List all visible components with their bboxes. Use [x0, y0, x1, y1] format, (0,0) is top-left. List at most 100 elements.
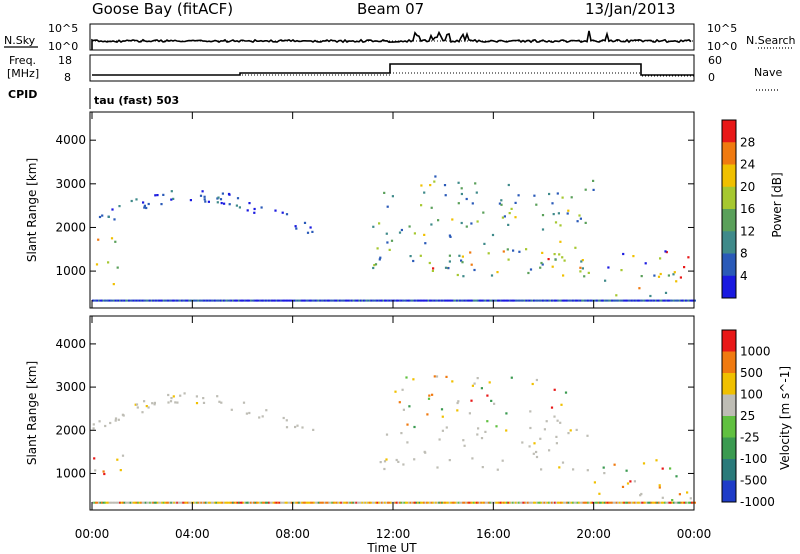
- velocity-scatter-cell: [158, 501, 161, 504]
- velocity-scatter-cell: [636, 501, 639, 504]
- velocity-scatter-cell: [608, 501, 611, 504]
- velocity-scatter-cell: [596, 501, 599, 504]
- velocity-scatter-cell: [623, 501, 626, 504]
- velocity-scatter-cell: [484, 430, 487, 433]
- power-scatter-cell: [383, 191, 386, 194]
- power-colorbar-swatch: [722, 231, 736, 254]
- power-scatter-cell: [523, 299, 526, 302]
- velocity-scatter-cell: [576, 501, 579, 504]
- velocity-scatter-cell: [257, 501, 260, 504]
- velocity-scatter-cell: [481, 501, 484, 504]
- velocity-scatter-cell: [400, 501, 403, 504]
- power-scatter-cell: [274, 299, 277, 302]
- power-scatter-cell: [507, 258, 510, 261]
- power-scatter-cell: [557, 212, 560, 215]
- velocity-scatter-cell: [426, 501, 429, 504]
- power-scatter-cell: [185, 299, 188, 302]
- velocity-scatter-cell: [98, 420, 101, 423]
- power-scatter-cell: [603, 299, 606, 302]
- velocity-scatter-cell: [426, 413, 429, 416]
- power-scatter-cell: [320, 299, 323, 302]
- velocity-scatter-cell: [535, 378, 538, 382]
- velocity-scatter-cell: [183, 392, 186, 395]
- power-scatter-cell: [116, 299, 119, 302]
- power-scatter-cell: [135, 198, 138, 201]
- power-scatter-cell: [512, 249, 515, 252]
- power-scatter-cell: [223, 202, 226, 205]
- velocity-scatter-cell: [282, 416, 285, 420]
- power-scatter-cell: [566, 299, 569, 302]
- velocity-scatter-cell: [657, 501, 660, 504]
- noise-tick-top-left: 10^5: [48, 22, 78, 35]
- power-scatter-cell: [374, 263, 378, 266]
- velocity-scatter-cell: [340, 501, 343, 504]
- velocity-scatter-cell: [235, 501, 237, 504]
- velocity-scatter-cell: [469, 501, 472, 504]
- velocity-scatter-cell: [624, 501, 627, 504]
- noise-sky-trace: [91, 30, 692, 50]
- power-scatter-cell: [503, 215, 506, 218]
- power-scatter-cell: [622, 252, 625, 256]
- power-colorbar-swatch: [722, 142, 736, 165]
- power-scatter-cell: [451, 218, 454, 221]
- velocity-scatter-cell: [618, 501, 621, 504]
- power-scatter-cell: [189, 299, 192, 302]
- velocity-scatter-cell: [548, 449, 551, 452]
- velocity-scatter-cell: [474, 501, 477, 504]
- power-scatter-cell: [219, 198, 223, 201]
- velocity-scatter-cell: [289, 501, 292, 504]
- power-scatter-cell: [238, 206, 241, 209]
- velocity-scatter-cell: [325, 501, 328, 504]
- power-scatter-cell: [373, 264, 376, 267]
- power-scatter-cell: [639, 299, 642, 302]
- power-scatter-cell: [386, 241, 389, 244]
- power-scatter-cell: [617, 299, 620, 302]
- velocity-scatter-cell: [430, 501, 433, 504]
- velocity-scatter-cell: [471, 501, 474, 504]
- velocity-scatter-cell: [117, 418, 120, 421]
- velocity-scatter-cell: [295, 501, 298, 504]
- power-scatter-cell: [666, 299, 669, 302]
- velocity-scatter-cell: [103, 472, 106, 476]
- power-scatter-cell: [209, 299, 212, 302]
- power-scatter-cell: [164, 299, 167, 302]
- velocity-scatter-cell: [526, 501, 529, 504]
- velocity-scatter-cell: [567, 501, 570, 504]
- power-scatter-cell: [542, 299, 544, 302]
- velocity-colorbar-tick: 100: [740, 388, 763, 402]
- velocity-scatter-cell: [418, 501, 421, 504]
- velocity-scatter-cell: [415, 501, 418, 504]
- power-scatter-cell: [531, 299, 534, 302]
- power-scatter-cell: [135, 299, 138, 302]
- velocity-scatter-cell: [650, 501, 653, 504]
- power-scatter-cell: [630, 299, 633, 302]
- velocity-scatter-cell: [457, 501, 460, 504]
- velocity-scatter-cell: [111, 501, 114, 504]
- power-scatter-cell: [170, 190, 173, 193]
- power-scatter-cell: [314, 299, 317, 302]
- velocity-scatter-cell: [241, 501, 243, 504]
- velocity-scatter-cell: [548, 501, 550, 504]
- velocity-scatter-cell: [663, 501, 666, 504]
- power-scatter-cell: [662, 299, 665, 302]
- velocity-scatter-cell: [169, 400, 173, 403]
- noise-panel-frame: [89, 23, 695, 51]
- power-scatter-cell: [162, 299, 165, 302]
- velocity-scatter-cell: [463, 501, 466, 504]
- power-scatter-cell: [101, 299, 103, 302]
- velocity-scatter-cell: [440, 408, 444, 411]
- velocity-scatter-cell: [450, 501, 453, 504]
- velocity-scatter-cell: [644, 501, 647, 504]
- velocity-scatter-cell: [658, 484, 661, 487]
- velocity-scatter-cell: [132, 501, 135, 504]
- velocity-scatter-cell: [605, 501, 608, 504]
- power-scatter-cell: [454, 299, 457, 302]
- power-scatter-cell: [447, 299, 450, 302]
- velocity-scatter-cell: [507, 501, 510, 504]
- power-scatter-cell: [592, 179, 595, 182]
- velocity-scatter-cell: [104, 501, 106, 504]
- velocity-colorbar: 1000 500 100 25 -25 -100 -500 -1000: [721, 329, 775, 509]
- power-scatter-cell: [382, 299, 385, 302]
- velocity-scatter-cell: [378, 501, 380, 504]
- velocity-scatter-cell: [466, 501, 469, 504]
